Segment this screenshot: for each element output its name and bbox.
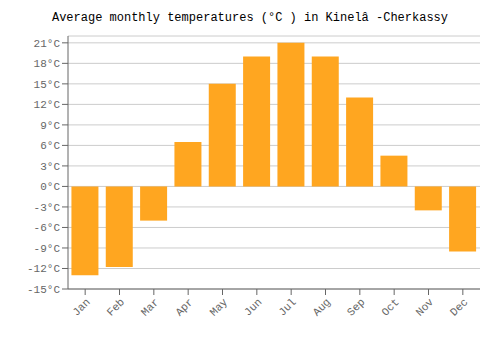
svg-text:-6°C: -6°C <box>34 222 61 234</box>
svg-text:May: May <box>208 296 231 319</box>
svg-text:Apr: Apr <box>173 296 195 318</box>
svg-text:-9°C: -9°C <box>34 243 61 255</box>
svg-text:Oct: Oct <box>379 296 401 318</box>
svg-text:15°C: 15°C <box>34 79 61 91</box>
svg-text:3°C: 3°C <box>40 161 60 173</box>
html-text:Average monthly temperatures (: Average monthly temperatures (°C ) in Ki… <box>52 11 448 25</box>
svg-text:18°C: 18°C <box>34 58 61 70</box>
svg-text:Dec: Dec <box>448 296 470 318</box>
svg-text:Jan: Jan <box>70 296 92 318</box>
svg-text:9°C: 9°C <box>40 120 60 132</box>
svg-text:Jun: Jun <box>242 296 264 318</box>
svg-text:Jul: Jul <box>276 296 298 318</box>
svg-text:12°C: 12°C <box>34 99 61 111</box>
svg-text:-3°C: -3°C <box>34 202 61 214</box>
svg-text:-15°C: -15°C <box>27 284 60 296</box>
svg-text:-12°C: -12°C <box>27 263 60 275</box>
svg-text:Feb: Feb <box>105 296 127 318</box>
svg-text:6°C: 6°C <box>40 140 60 152</box>
svg-text:Mar: Mar <box>139 296 161 318</box>
svg-text:Nov: Nov <box>414 296 437 319</box>
svg-text:Aug: Aug <box>311 296 333 318</box>
svg-text:Sep: Sep <box>345 296 367 318</box>
svg-text:0°C: 0°C <box>40 181 60 193</box>
svg-text:21°C: 21°C <box>34 38 61 50</box>
